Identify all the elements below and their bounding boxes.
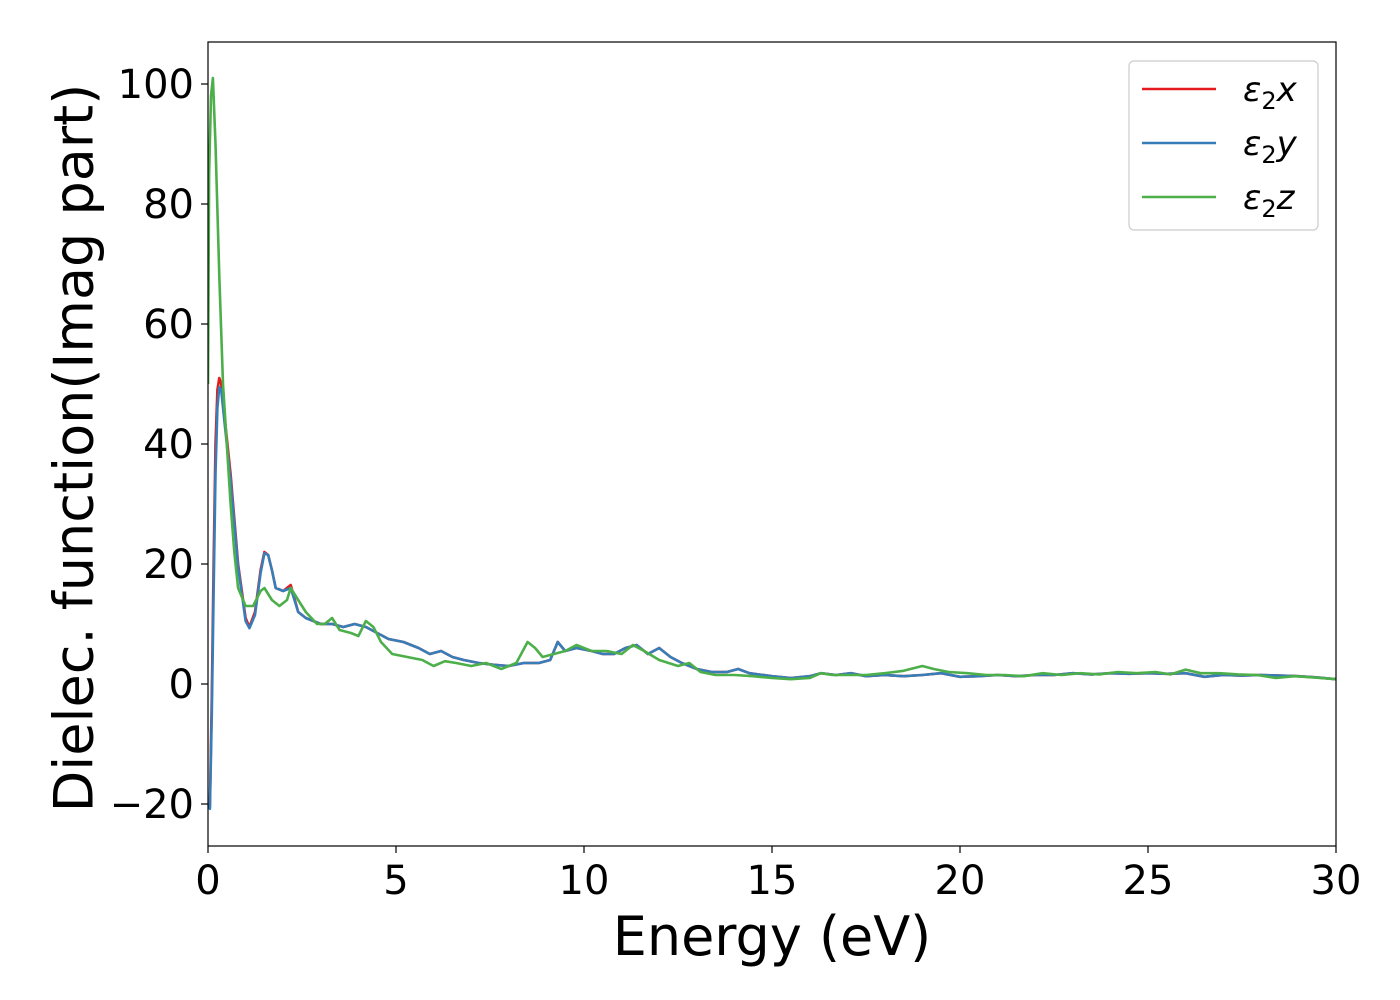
x-tick-label: 30	[1311, 858, 1362, 904]
legend-label-z: ε2z	[1243, 178, 1296, 223]
x-tick-label: 0	[195, 858, 220, 904]
x-tick-label: 20	[935, 858, 986, 904]
y-tick-label: −20	[110, 782, 194, 828]
x-tick-label: 25	[1123, 858, 1174, 904]
y-axis-ticks: −20 0 20 40 60 80 100	[110, 62, 208, 828]
legend-box	[1128, 60, 1319, 231]
y-tick-label: 20	[143, 542, 194, 588]
y-tick-label: 80	[143, 182, 194, 228]
legend-label-x: ε2x	[1243, 70, 1298, 115]
y-axis-label: Dielec. function(Imag part)	[43, 84, 106, 813]
x-axis-label: Energy (eV)	[613, 905, 932, 968]
y-tick-label: 40	[143, 422, 194, 468]
x-tick-label: 5	[383, 858, 408, 904]
y-tick-label: 60	[143, 302, 194, 348]
y-tick-label: 100	[118, 62, 194, 108]
legend: ε2x ε2y ε2z	[1128, 60, 1319, 231]
legend-label-y: ε2y	[1243, 124, 1298, 169]
x-axis-ticks: 0 5 10 15 20 25 30	[195, 846, 1361, 904]
y-tick-label: 0	[169, 662, 194, 708]
x-tick-label: 10	[559, 858, 610, 904]
series-line-z	[208, 76, 1336, 681]
plot-lines	[208, 76, 1336, 811]
x-tick-label: 15	[747, 858, 798, 904]
